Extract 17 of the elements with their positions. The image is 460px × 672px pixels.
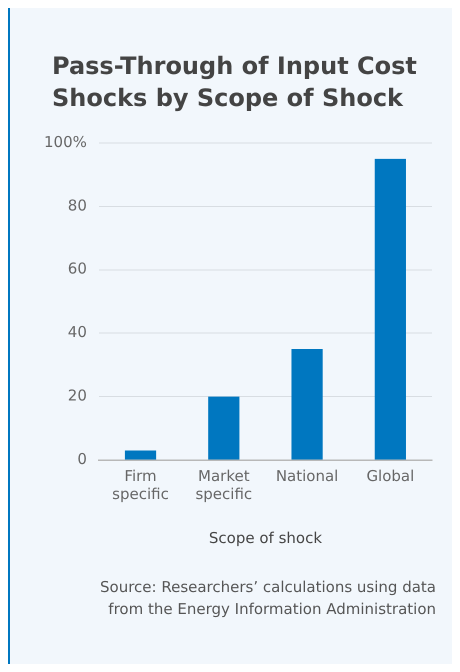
- bar: [374, 158, 406, 460]
- x-tick-label: Firm specific: [112, 466, 169, 503]
- x-axis-title: Scope of shock: [208, 528, 322, 547]
- bar: [208, 396, 240, 460]
- x-tick-label: Market specific: [195, 466, 252, 503]
- y-tick-label: 40: [68, 323, 87, 342]
- chart-title: Pass-Through of Input Cost Shocks by Scope of Shock: [51, 51, 418, 114]
- x-tick-label: Global: [366, 466, 414, 485]
- bar: [124, 450, 156, 460]
- y-tick-label: 20: [68, 386, 87, 404]
- source-note: Source: Researchers’ calculations using data from the Energy Information Administration: [99, 577, 436, 620]
- y-tick-label: 0: [77, 450, 87, 468]
- y-tick-label: 60: [68, 260, 87, 278]
- y-tick-label: 80: [68, 196, 87, 214]
- x-tick-label: National: [276, 466, 338, 485]
- y-tick-label: 100%: [44, 132, 87, 151]
- bar: [291, 349, 323, 460]
